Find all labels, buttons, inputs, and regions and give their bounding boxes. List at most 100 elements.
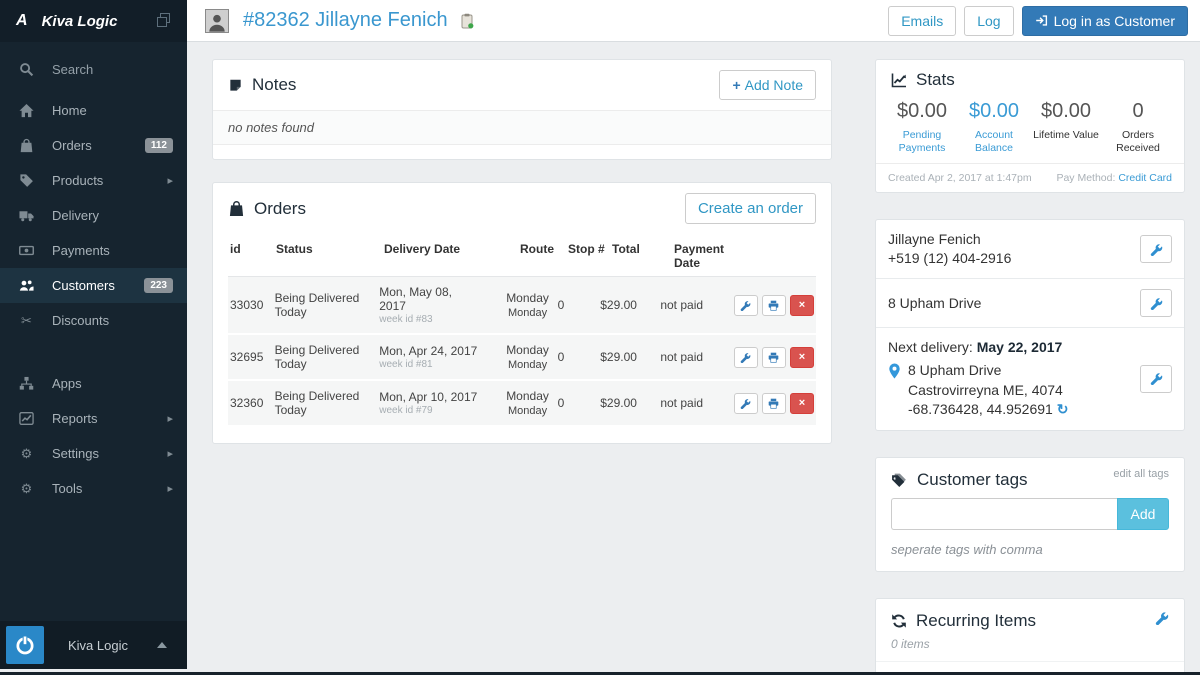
order-total: $29.00	[600, 298, 637, 312]
money-icon	[18, 243, 35, 258]
recurring-title-row: Recurring Items	[891, 611, 1036, 631]
orders-table-header: id Status Delivery Date Route Stop # Tot…	[228, 234, 816, 277]
next-delivery-row: Next delivery: May 22, 2017 8 Upham Driv…	[876, 328, 1184, 430]
customer-name: Jillayne Fenich	[888, 231, 981, 248]
edit-contact-button[interactable]	[1140, 235, 1172, 264]
edit-order-button[interactable]	[733, 392, 758, 414]
sidebar-footer-label: Kiva Logic	[68, 637, 128, 653]
stats-grid: $0.00 Pending Payments $0.00 Account Bal…	[876, 96, 1184, 163]
customer-address: 8 Upham Drive	[888, 294, 982, 311]
order-route: Monday	[506, 291, 549, 305]
order-route-day: Monday	[507, 307, 548, 319]
edit-recurring-button[interactable]	[1155, 611, 1169, 625]
topbar: #82362 Jillayne Fenich Emails Log Log in…	[187, 0, 1200, 42]
order-payment: not paid	[660, 298, 704, 312]
col-stop: Stop #	[568, 242, 605, 256]
created-date: Created Apr 2, 2017 at 1:47pm	[888, 172, 1032, 185]
order-payment: not paid	[660, 396, 704, 410]
order-id: 32360	[230, 396, 264, 410]
emails-button[interactable]: Emails	[888, 5, 957, 36]
create-order-button[interactable]: Create an order	[684, 193, 816, 224]
sidebar-item-customers[interactable]: Customers 223	[0, 268, 187, 303]
stats-footer: Created Apr 2, 2017 at 1:47pm Pay Method…	[876, 163, 1184, 192]
note-icon	[228, 78, 243, 93]
sidebar-label: Discounts	[52, 313, 110, 328]
tag-input[interactable]	[891, 497, 1117, 530]
sidebar-item-apps[interactable]: Apps	[0, 366, 187, 401]
next-delivery-label: Next delivery:	[888, 339, 973, 356]
sidebar-item-delivery[interactable]: Delivery	[0, 198, 187, 233]
add-note-button[interactable]: + Add Note	[719, 70, 816, 100]
gears-icon: ⚙	[20, 445, 33, 461]
order-week-id: week id #81	[379, 359, 433, 370]
notes-title-row: Notes	[228, 75, 296, 95]
order-stop: 0	[557, 350, 565, 364]
sidebar-label: Reports	[52, 411, 98, 426]
power-icon[interactable]	[6, 626, 44, 664]
log-button[interactable]: Log	[964, 5, 1014, 36]
notes-panel: Notes + Add Note no notes found	[212, 59, 832, 160]
print-order-button[interactable]	[761, 294, 786, 316]
edit-all-tags-link[interactable]: edit all tags	[1113, 467, 1169, 480]
customers-count-badge: 223	[144, 278, 173, 293]
map-pin-icon	[888, 363, 901, 420]
stat-pending-payments: $0.00 Pending Payments	[896, 100, 948, 155]
edit-order-button[interactable]	[733, 294, 758, 316]
order-row: 32695 Being Delivered Today Mon, Apr 24,…	[228, 335, 816, 381]
sidebar-item-tools[interactable]: ⚙ Tools ▸	[0, 471, 187, 506]
delete-icon: ×	[798, 299, 806, 311]
order-date: Mon, May 08, 2017	[379, 285, 452, 313]
delete-order-button[interactable]: ×	[789, 346, 814, 368]
add-tag-button[interactable]: Add	[1117, 497, 1169, 530]
sidebar-item-search[interactable]: Search	[0, 52, 187, 87]
print-order-button[interactable]	[761, 392, 786, 414]
order-payment: not paid	[660, 350, 704, 364]
sidebar-item-products[interactable]: Products ▸	[0, 163, 187, 198]
delete-order-button[interactable]: ×	[789, 294, 814, 316]
order-route: Monday	[506, 389, 549, 403]
orders-title-row: Orders	[228, 199, 306, 219]
sidebar-label: Tools	[52, 481, 83, 496]
users-icon	[18, 278, 35, 293]
delete-order-button[interactable]: ×	[789, 392, 814, 414]
stats-title-row: Stats	[891, 70, 955, 90]
delete-icon: ×	[798, 397, 806, 409]
sidebar-item-reports[interactable]: Reports ▸	[0, 401, 187, 436]
order-row: 33030 Being Delivered Today Mon, May 08,…	[228, 277, 816, 335]
copy-clipboard-icon[interactable]	[460, 13, 474, 29]
order-route-day: Monday	[507, 405, 548, 417]
sidebar: A Kiva Logic Search Home Orders 112	[0, 0, 187, 669]
gear-icon: ⚙	[20, 480, 33, 496]
edit-address-button[interactable]	[1140, 289, 1172, 318]
login-as-customer-button[interactable]: Log in as Customer	[1021, 5, 1188, 36]
order-total: $29.00	[600, 350, 637, 364]
order-stop: 0	[557, 396, 565, 410]
sitemap-icon	[18, 376, 35, 391]
sidebar-item-payments[interactable]: Payments	[0, 233, 187, 268]
customer-phone: +519 (12) 404-2916	[888, 250, 1012, 267]
notes-title: Notes	[252, 75, 297, 94]
col-payment-date: Payment Date	[674, 242, 725, 270]
pay-method-link[interactable]: Credit Card	[1118, 172, 1172, 185]
sidebar-item-settings[interactable]: ⚙ Settings ▸	[0, 436, 187, 471]
delete-icon: ×	[798, 351, 806, 363]
tags-title: Customer tags	[917, 469, 1028, 489]
truck-icon	[18, 208, 35, 223]
refresh-coords-icon[interactable]: ↻	[1056, 401, 1069, 418]
stat-orders-received: 0 Orders Received	[1116, 100, 1160, 155]
contact-address-row: 8 Upham Drive	[876, 279, 1184, 329]
sidebar-label: Apps	[52, 376, 82, 391]
sidebar-item-discounts[interactable]: ✂ Discounts	[0, 303, 187, 338]
col-delivery-date: Delivery Date	[384, 242, 461, 256]
print-order-button[interactable]	[761, 346, 786, 368]
sidebar-footer-toggle[interactable]: Kiva Logic	[0, 621, 187, 669]
edit-delivery-button[interactable]	[1140, 364, 1172, 393]
tag-input-group: Add	[876, 497, 1184, 530]
sidebar-item-orders[interactable]: Orders 112	[0, 128, 187, 163]
sidebar-item-home[interactable]: Home	[0, 93, 187, 128]
edit-order-button[interactable]	[733, 346, 758, 368]
collapse-sidebar-icon[interactable]	[157, 13, 173, 29]
home-icon	[18, 103, 35, 118]
next-delivery-date: May 22, 2017	[976, 339, 1063, 356]
order-status: Being Delivered Today	[274, 389, 360, 417]
